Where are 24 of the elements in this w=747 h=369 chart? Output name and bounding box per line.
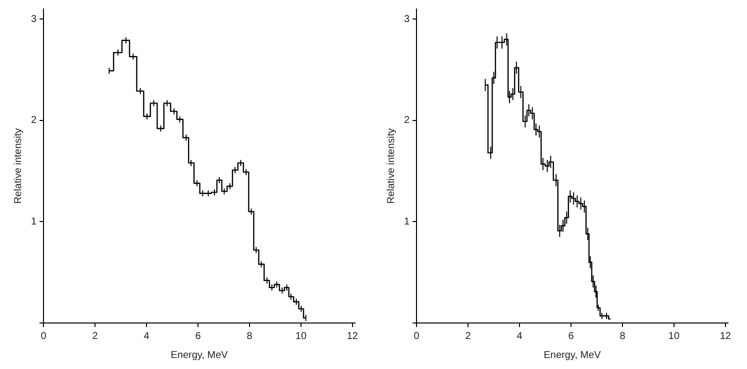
x-tick-label: 2 <box>92 330 98 342</box>
x-tick-label: 10 <box>295 330 307 342</box>
y-axis-title: Relative intensity <box>12 128 24 204</box>
x-tick-label: 10 <box>668 330 680 342</box>
x-tick-label: 0 <box>40 330 47 342</box>
x-tick-label: 0 <box>414 330 420 342</box>
x-tick-label: 6 <box>568 330 574 342</box>
y-tick-label: 1 <box>404 216 410 228</box>
x-axis-title: Energy, MeV <box>544 350 602 361</box>
y-tick-label: 2 <box>404 115 410 126</box>
x-tick-label: 12 <box>720 330 732 342</box>
y-tick-label: 3 <box>31 14 37 25</box>
x-tick-label: 4 <box>144 330 150 342</box>
y-tick-label: 3 <box>404 14 410 25</box>
y-axis-title: Relative intensity <box>386 128 397 204</box>
x-tick-label: 6 <box>195 330 202 342</box>
x-tick-label: 4 <box>516 330 523 342</box>
x-tick-label: 8 <box>246 330 253 342</box>
y-tick-label: 2 <box>31 115 37 126</box>
x-tick-label: 12 <box>346 330 358 342</box>
y-tick-label: 1 <box>31 216 37 228</box>
x-tick-label: 8 <box>620 330 626 342</box>
x-tick-label: 2 <box>465 330 472 342</box>
x-axis-title: Energy, MeV <box>170 350 228 361</box>
